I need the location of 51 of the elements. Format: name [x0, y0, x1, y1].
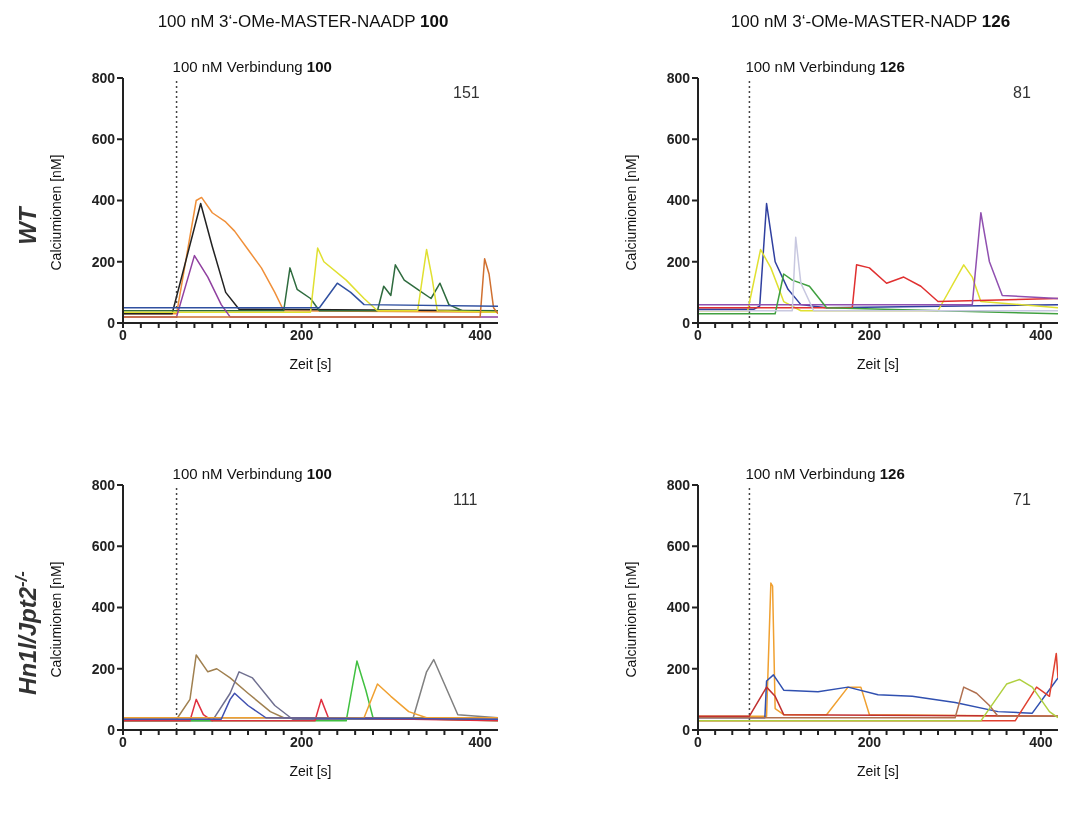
y-tick-label: 0 [682, 314, 691, 331]
y-tick-label: 600 [91, 538, 116, 555]
x-tick-label: 0 [119, 733, 128, 750]
x-axis-title: Zeit [s] [289, 763, 332, 779]
y-tick-label: 0 [107, 721, 116, 738]
y-axis-title: Calciumionen [nM] [47, 561, 64, 678]
y-tick-label: 800 [666, 476, 691, 493]
y-axis-title: Calciumionen [nM] [622, 154, 639, 271]
y-tick-label: 0 [107, 314, 116, 331]
y-tick-label: 0 [682, 721, 691, 738]
annotation: 81 [1013, 84, 1031, 101]
x-tick-label: 200 [857, 733, 882, 750]
y-axis-title: Calciumionen [nM] [47, 154, 64, 271]
y-tick-label: 400 [91, 192, 116, 209]
ref-line-label: 100 nM Verbindung 126 [745, 465, 905, 482]
y-tick-label: 800 [666, 69, 691, 86]
x-axis-title: Zeit [s] [289, 356, 332, 372]
x-tick-label: 400 [468, 326, 493, 343]
y-tick-label: 800 [91, 69, 116, 86]
x-tick-label: 200 [289, 326, 314, 343]
y-tick-label: 200 [666, 253, 691, 270]
ref-line-label: 100 nM Verbindung 100 [172, 58, 332, 75]
x-tick-label: 200 [289, 733, 314, 750]
x-tick-label: 400 [468, 733, 493, 750]
x-tick-label: 200 [857, 326, 882, 343]
annotation: 71 [1013, 491, 1031, 508]
chart-title: 100 nM 3‘-OMe-MASTER-NAADP 100 [156, 12, 450, 32]
y-tick-label: 800 [91, 476, 116, 493]
y-tick-label: 200 [91, 253, 116, 270]
x-axis-title: Zeit [s] [856, 763, 900, 779]
x-tick-label: 400 [1029, 326, 1053, 343]
x-tick-label: 0 [694, 733, 703, 750]
y-tick-label: 600 [666, 131, 691, 148]
text: WT [14, 205, 41, 245]
annotation: 111 [453, 491, 478, 508]
y-tick-label: 600 [91, 131, 116, 148]
ref-line-label: 100 nM Verbindung 100 [172, 465, 332, 482]
y-tick-label: 200 [91, 660, 116, 677]
y-tick-label: 400 [666, 599, 691, 616]
annotation: 151 [453, 84, 480, 101]
y-tick-label: 400 [666, 192, 691, 209]
y-tick-label: 600 [666, 538, 691, 555]
y-tick-label: 400 [91, 599, 116, 616]
y-axis-title: Calciumionen [nM] [622, 561, 639, 678]
x-tick-label: 0 [694, 326, 703, 343]
x-tick-label: 0 [119, 326, 128, 343]
y-tick-label: 200 [666, 660, 691, 677]
x-tick-label: 400 [1029, 733, 1053, 750]
x-axis-title: Zeit [s] [856, 356, 900, 372]
chart-title: 100 nM 3‘-OMe-MASTER-NADP 126 [729, 12, 1012, 32]
ref-line-label: 100 nM Verbindung 126 [745, 58, 905, 75]
